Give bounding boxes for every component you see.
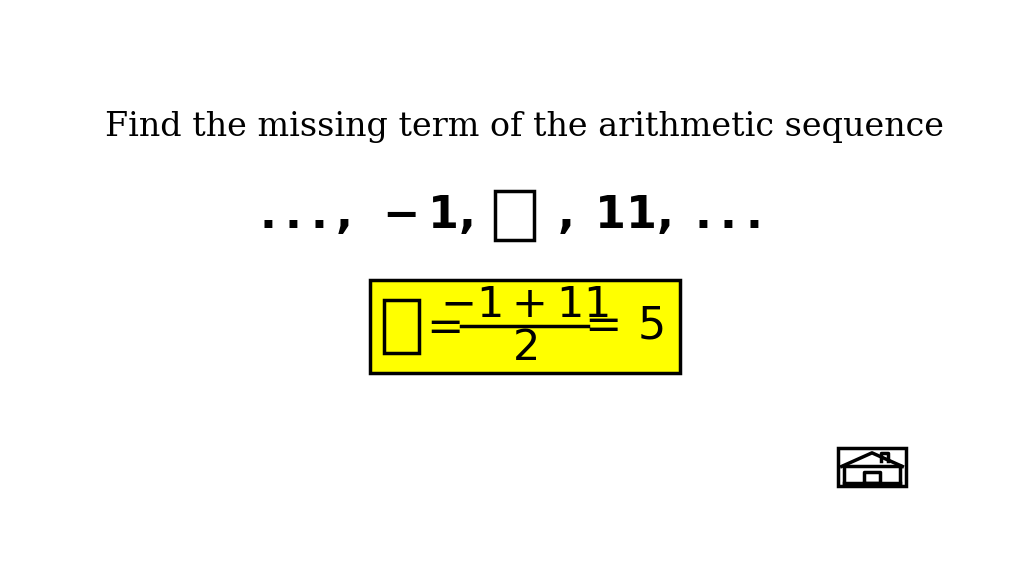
FancyBboxPatch shape: [495, 191, 535, 240]
Text: $\mathbf{...,\;-1,}$: $\mathbf{...,\;-1,}$: [259, 194, 473, 237]
FancyBboxPatch shape: [839, 448, 905, 486]
FancyBboxPatch shape: [384, 300, 419, 353]
Text: $\mathbf{,\;11,\;...\;}$: $\mathbf{,\;11,\;...\;}$: [557, 194, 760, 237]
FancyBboxPatch shape: [370, 280, 680, 373]
Text: $-1+11$: $-1+11$: [440, 284, 609, 326]
Text: $=$: $=$: [418, 305, 462, 348]
Text: Find the missing term of the arithmetic sequence: Find the missing term of the arithmetic …: [105, 111, 944, 143]
Text: $=\,5$: $=\,5$: [575, 305, 665, 348]
Text: $2$: $2$: [512, 327, 538, 369]
